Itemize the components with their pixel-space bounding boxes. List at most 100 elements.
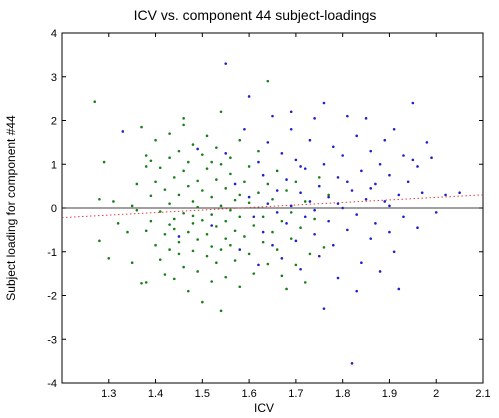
data-point <box>172 217 176 221</box>
y-tick-label: 4 <box>51 28 57 40</box>
data-point <box>425 141 429 144</box>
data-point <box>233 229 237 233</box>
data-point <box>116 222 120 225</box>
data-point <box>219 162 223 166</box>
data-point <box>327 195 330 199</box>
data-point <box>430 156 433 159</box>
data-point <box>205 167 209 170</box>
data-point <box>294 263 298 267</box>
x-tick-label: 1.5 <box>195 388 210 400</box>
data-point <box>196 238 199 241</box>
data-point <box>257 149 260 153</box>
data-point <box>224 187 228 190</box>
data-point <box>135 208 139 212</box>
data-point <box>224 275 228 279</box>
data-point <box>303 215 307 219</box>
data-point <box>313 208 316 212</box>
data-point <box>215 178 218 181</box>
data-point <box>280 257 284 260</box>
data-point <box>247 95 251 98</box>
data-point <box>294 239 298 243</box>
x-tick-label: 1.4 <box>148 388 163 400</box>
x-axis-label: ICV <box>254 401 274 415</box>
data-point <box>191 143 195 146</box>
data-point <box>172 176 176 179</box>
data-point <box>299 226 302 229</box>
x-tick-label: 1.8 <box>335 388 350 400</box>
data-point <box>163 232 167 236</box>
data-point <box>289 204 293 208</box>
data-point <box>215 261 218 264</box>
data-point <box>360 169 363 173</box>
data-point <box>205 254 209 258</box>
data-point <box>205 134 209 138</box>
data-point <box>322 162 326 166</box>
data-point <box>229 243 232 247</box>
data-point <box>238 193 242 197</box>
data-point <box>247 201 251 205</box>
data-point <box>168 132 171 135</box>
data-point <box>252 272 256 275</box>
data-point <box>332 243 335 247</box>
data-point <box>154 138 157 142</box>
data-point <box>191 200 195 203</box>
data-point <box>144 281 148 284</box>
data-point <box>299 267 302 271</box>
data-point <box>154 180 157 184</box>
data-point <box>187 184 190 188</box>
data-point <box>158 258 162 261</box>
data-point <box>149 194 153 198</box>
data-point <box>177 240 181 244</box>
data-point <box>140 281 143 285</box>
data-point <box>289 110 293 114</box>
data-point <box>303 200 307 203</box>
data-point <box>294 158 298 162</box>
data-point <box>350 189 354 192</box>
data-point <box>177 252 181 256</box>
data-point <box>168 248 171 251</box>
data-point <box>168 202 171 205</box>
data-point <box>168 156 171 159</box>
data-point <box>201 189 204 192</box>
data-point <box>299 165 302 168</box>
data-point <box>271 243 274 247</box>
data-point <box>196 270 199 273</box>
data-point <box>406 180 410 184</box>
data-point <box>280 274 284 278</box>
x-tick-label: 1.6 <box>241 388 256 400</box>
data-point <box>369 149 373 153</box>
chart-title: ICV vs. component 44 subject-loadings <box>134 7 377 23</box>
data-point <box>177 149 181 153</box>
data-point <box>196 205 199 209</box>
data-point <box>261 215 265 219</box>
data-point <box>126 230 129 234</box>
data-point <box>140 125 143 129</box>
data-point <box>158 210 162 213</box>
data-point <box>364 197 368 201</box>
data-point <box>205 232 209 236</box>
data-point <box>444 193 447 197</box>
data-point <box>187 160 190 164</box>
data-point <box>261 173 265 177</box>
data-point <box>378 270 382 273</box>
data-point <box>458 191 461 194</box>
data-point <box>346 228 349 232</box>
data-point <box>144 229 148 233</box>
data-point <box>224 219 228 223</box>
data-point <box>392 127 396 131</box>
data-point <box>327 219 330 223</box>
data-point <box>313 217 316 221</box>
data-point <box>238 285 242 289</box>
data-point <box>266 262 270 266</box>
data-point <box>308 138 312 142</box>
data-point <box>224 152 228 155</box>
data-point <box>317 176 321 179</box>
y-tick-label: -4 <box>47 378 57 390</box>
data-point <box>261 240 265 244</box>
data-point <box>285 222 288 225</box>
data-point <box>172 227 176 231</box>
data-point <box>98 239 101 243</box>
data-point <box>346 114 349 118</box>
data-point <box>294 180 298 184</box>
y-tick-label: 0 <box>51 203 57 215</box>
